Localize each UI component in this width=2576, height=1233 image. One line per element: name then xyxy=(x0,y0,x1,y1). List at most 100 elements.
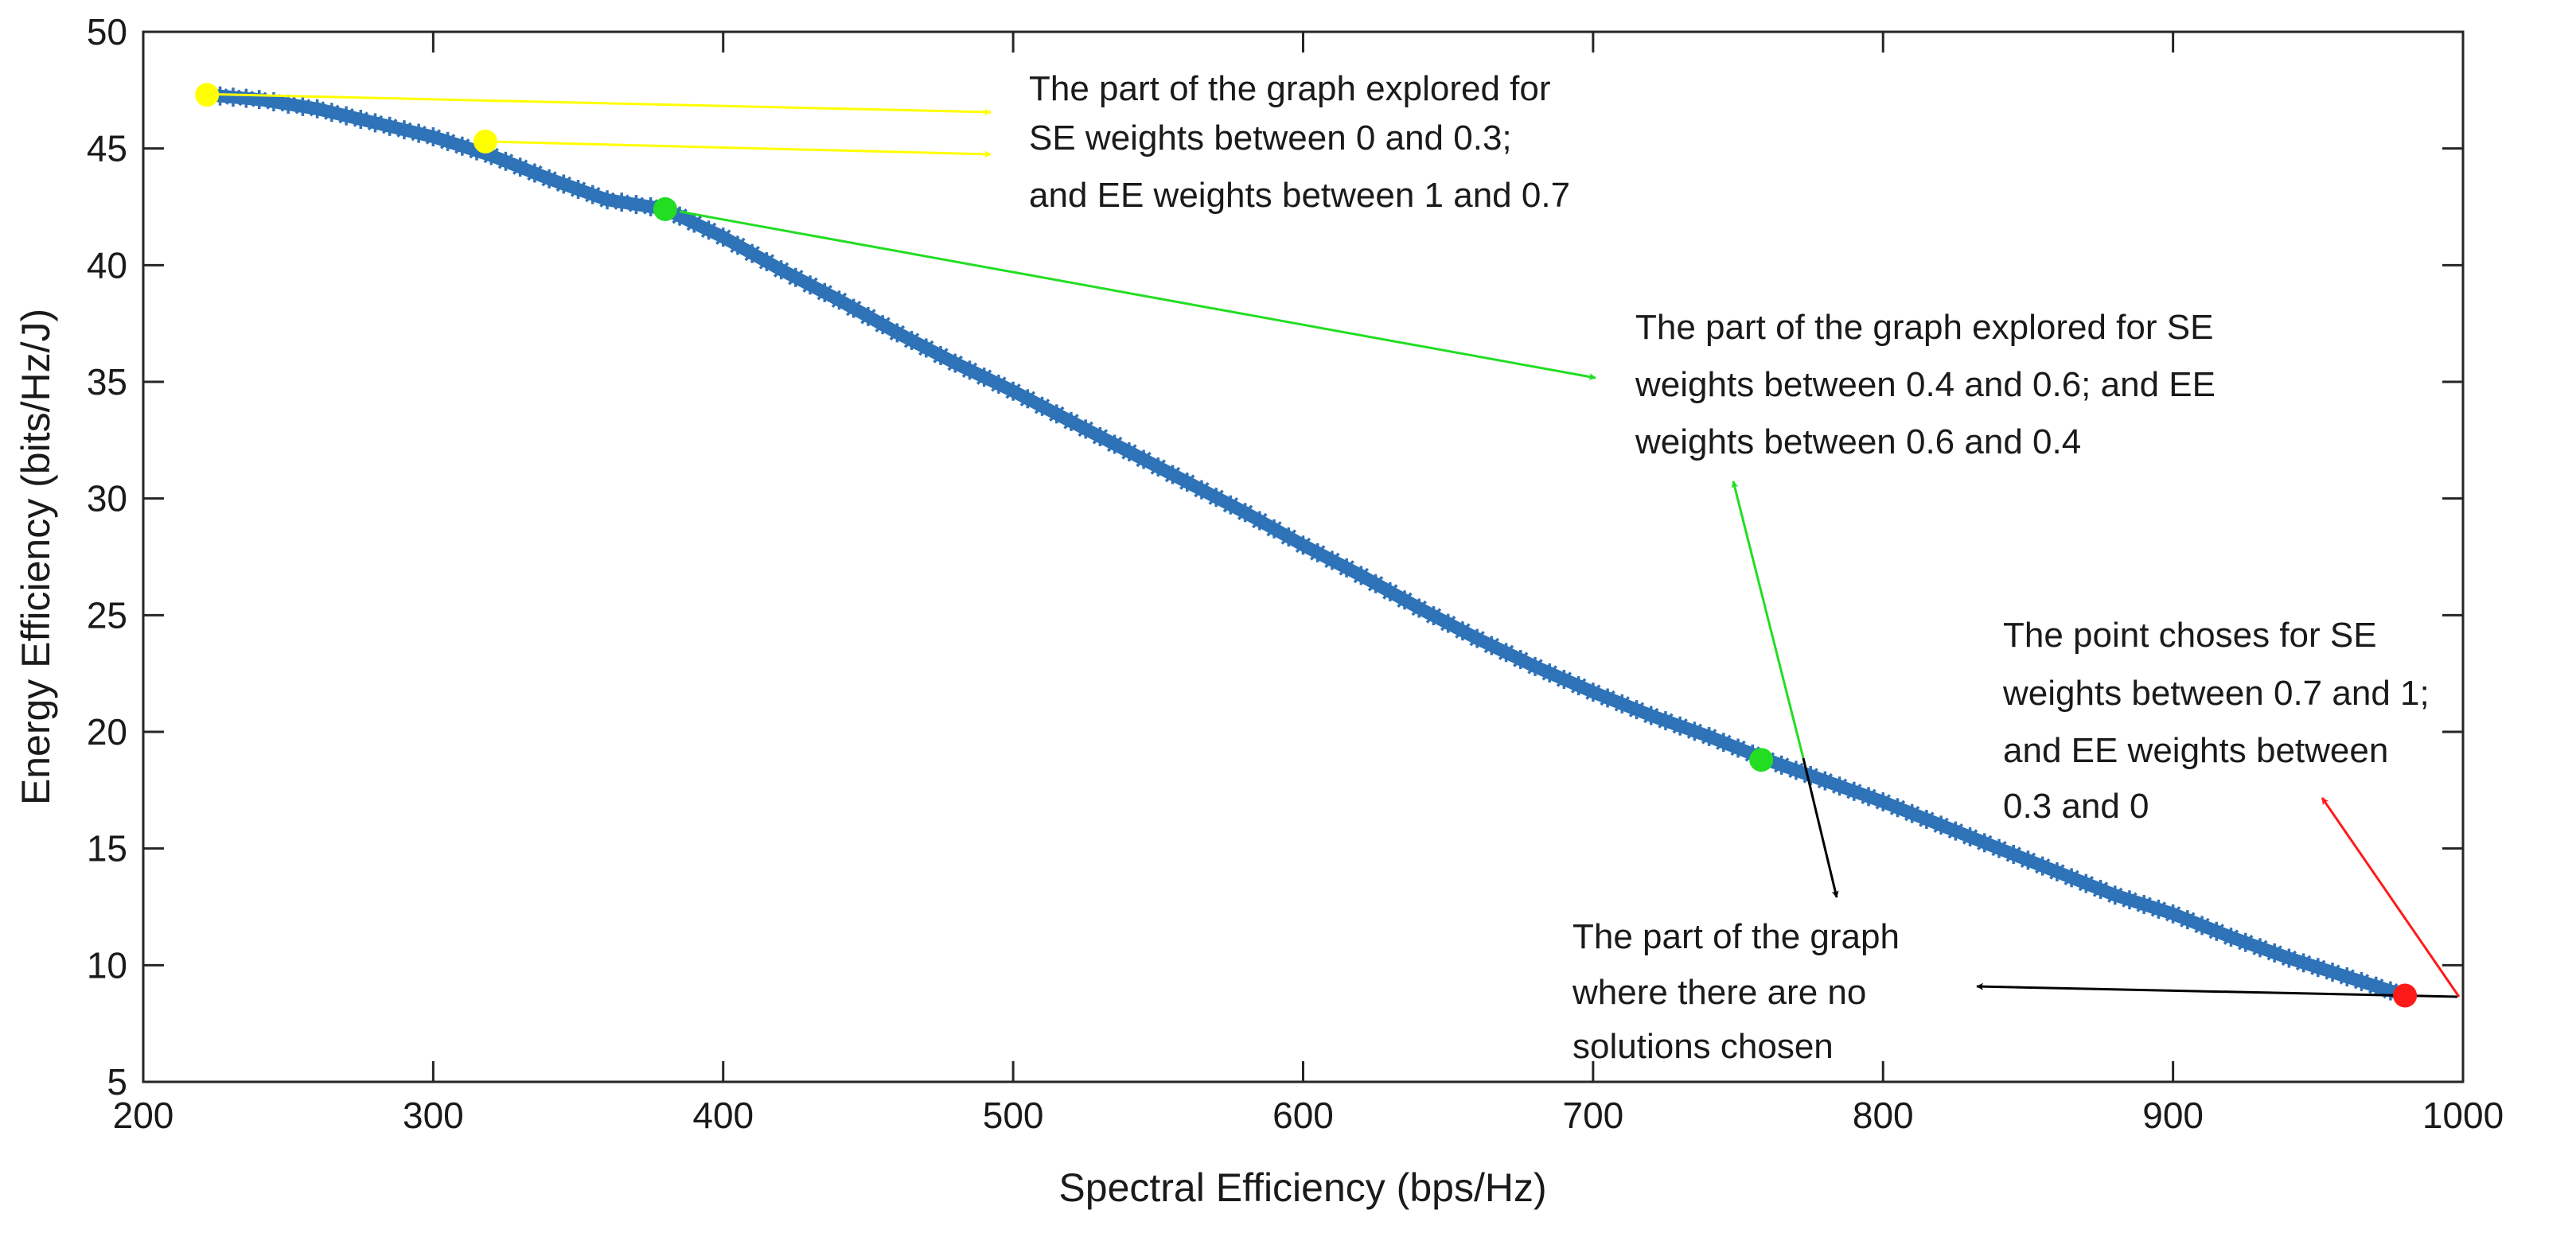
x-tick-label: 200 xyxy=(113,1095,174,1136)
y-tick-label: 45 xyxy=(87,128,127,169)
data-point xyxy=(1265,519,1284,539)
data-point xyxy=(452,136,472,156)
data-point xyxy=(1713,733,1733,753)
data-point xyxy=(1815,771,1835,791)
data-point xyxy=(626,195,646,215)
data-point xyxy=(1337,558,1357,578)
black-arrow-down xyxy=(1802,757,1839,898)
x-axis-ticks: 200 300 400 500 600 700 800 900 1000 xyxy=(113,32,2504,1136)
annotation-line: weights between 0.4 and 0.6; and EE xyxy=(1635,365,2216,404)
data-point xyxy=(2293,953,2313,973)
data-point xyxy=(2047,862,2067,881)
highlight-point xyxy=(195,83,220,107)
x-tick-label: 800 xyxy=(1853,1095,1914,1136)
y-tick-label: 5 xyxy=(107,1061,127,1103)
data-point xyxy=(1844,781,1864,801)
data-point xyxy=(727,235,747,255)
x-tick-label: 700 xyxy=(1563,1095,1624,1136)
data-point xyxy=(887,323,907,343)
data-point xyxy=(1583,683,1603,702)
highlight-point xyxy=(1749,748,1774,772)
data-point xyxy=(1612,694,1632,714)
data-point xyxy=(1424,606,1444,626)
x-axis-label: Spectral Efficiency (bps/Hz) xyxy=(1058,1165,1546,1210)
data-point xyxy=(1699,726,1719,746)
data-point xyxy=(1786,760,1806,780)
yellow-arrow-upper xyxy=(197,92,992,116)
x-tick-label: 900 xyxy=(2142,1095,2204,1136)
data-point xyxy=(279,94,298,114)
data-point xyxy=(1409,598,1429,618)
annotation-line: and EE weights between xyxy=(2003,731,2388,770)
data-point xyxy=(974,368,994,387)
data-point xyxy=(1569,676,1588,696)
annotation-arrows xyxy=(197,92,2461,998)
data-point xyxy=(1974,833,1994,853)
red-arrow-up xyxy=(2321,797,2461,998)
data-point xyxy=(2352,971,2371,991)
data-point xyxy=(1482,636,1502,655)
data-point xyxy=(1032,396,1052,416)
annotation-green: The part of the graph explored for SE we… xyxy=(1635,308,2216,461)
x-tick-label: 500 xyxy=(983,1095,1044,1136)
data-point xyxy=(394,120,414,140)
black-arrow-left xyxy=(1976,982,2458,998)
x-tick-label: 300 xyxy=(403,1095,464,1136)
data-point xyxy=(1235,503,1255,523)
annotation-line: solutions chosen xyxy=(1572,1027,1834,1066)
data-point xyxy=(2032,856,2052,876)
data-point xyxy=(2235,932,2255,952)
data-point xyxy=(1960,827,1980,846)
data-point xyxy=(2004,845,2024,864)
data-point xyxy=(1090,426,1110,446)
data-point xyxy=(2366,976,2386,996)
data-point xyxy=(2091,880,2110,899)
highlight-points xyxy=(195,83,2418,1008)
data-point xyxy=(583,185,602,204)
highlight-point xyxy=(2393,983,2418,1008)
data-point xyxy=(2105,885,2125,905)
data-point xyxy=(1728,738,1748,758)
data-point xyxy=(988,374,1008,394)
y-tick-label: 25 xyxy=(87,594,127,636)
data-point xyxy=(2265,943,2285,963)
data-point xyxy=(1177,473,1197,492)
data-point xyxy=(322,103,341,123)
data-point xyxy=(916,338,936,358)
data-series xyxy=(197,85,2412,1002)
data-point xyxy=(1873,792,1893,811)
y-tick-label: 40 xyxy=(87,244,127,286)
data-point xyxy=(438,131,458,151)
x-tick-label: 600 xyxy=(1272,1095,1334,1136)
data-point xyxy=(612,193,632,212)
data-point xyxy=(785,267,805,287)
data-point xyxy=(1438,613,1458,633)
y-tick-label: 35 xyxy=(87,361,127,403)
data-point xyxy=(815,282,835,302)
data-point xyxy=(742,243,762,263)
data-point xyxy=(2323,963,2343,982)
data-point xyxy=(757,251,777,271)
green-arrow-right xyxy=(679,210,1596,380)
green-arrow-up xyxy=(1731,480,1805,759)
data-point xyxy=(1163,465,1183,484)
x-tick-label: 400 xyxy=(692,1095,754,1136)
y-axis-label: Energy Efficiency (bits/Hz/J) xyxy=(14,309,58,805)
annotation-line: SE weights between 0 and 0.3; xyxy=(1029,119,1512,158)
data-point xyxy=(1496,643,1516,663)
data-point xyxy=(1380,582,1400,601)
data-point xyxy=(1004,381,1023,401)
annotation-black: The part of the graph where there are no… xyxy=(1572,917,1900,1066)
data-point xyxy=(771,260,791,280)
x-tick-label: 1000 xyxy=(2422,1095,2504,1136)
data-point xyxy=(2250,938,2270,958)
annotation-line: The point choses for SE xyxy=(2003,616,2377,655)
data-point xyxy=(1771,755,1791,775)
data-point xyxy=(1540,663,1560,683)
data-point xyxy=(945,353,965,373)
data-point xyxy=(1931,815,1951,835)
data-point xyxy=(1670,716,1690,736)
data-point xyxy=(2207,921,2227,941)
data-point xyxy=(1655,711,1675,731)
